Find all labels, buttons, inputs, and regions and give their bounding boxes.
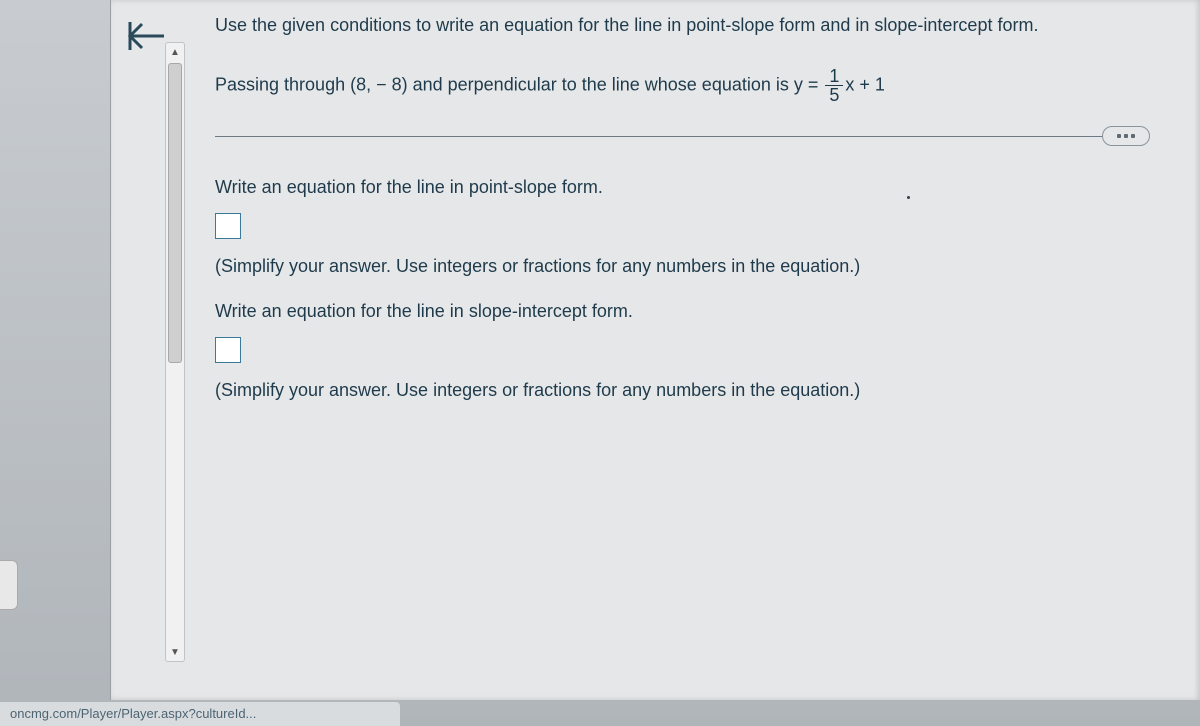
condition-prefix: Passing through (8, − 8) and perpendicul… xyxy=(215,74,823,94)
fraction-numerator: 1 xyxy=(825,67,843,86)
divider-line xyxy=(215,136,1130,137)
fraction-denominator: 5 xyxy=(825,86,843,104)
scroll-up-icon[interactable]: ▲ xyxy=(166,43,184,61)
dust-speck xyxy=(907,196,910,199)
more-options-button[interactable] xyxy=(1102,126,1150,146)
condition-suffix: x + 1 xyxy=(845,74,885,94)
problem-instruction: Use the given conditions to write an equ… xyxy=(215,12,1170,39)
q1-prompt: Write an equation for the line in point-… xyxy=(215,174,1170,201)
desktop-background: ▲ ▼ Use the given conditions to write an… xyxy=(0,0,1200,726)
back-arrow-icon xyxy=(126,20,166,52)
q1-answer-input[interactable] xyxy=(215,213,241,239)
side-tab[interactable] xyxy=(0,560,18,610)
q2-prompt: Write an equation for the line in slope-… xyxy=(215,298,1170,325)
status-url: oncmg.com/Player/Player.aspx?cultureId..… xyxy=(0,702,400,726)
content-area: Use the given conditions to write an equ… xyxy=(197,0,1200,700)
dot-icon xyxy=(1124,134,1128,138)
fraction: 15 xyxy=(825,67,843,104)
q2-hint: (Simplify your answer. Use integers or f… xyxy=(215,377,1170,404)
scroll-down-icon[interactable]: ▼ xyxy=(166,643,184,661)
problem-condition: Passing through (8, − 8) and perpendicul… xyxy=(215,67,1170,104)
scrollbar[interactable]: ▲ ▼ xyxy=(165,42,185,662)
scroll-thumb[interactable] xyxy=(168,63,182,363)
divider-row xyxy=(215,124,1170,148)
back-button[interactable] xyxy=(124,18,168,54)
q1-hint: (Simplify your answer. Use integers or f… xyxy=(215,253,1170,280)
q2-answer-input[interactable] xyxy=(215,337,241,363)
question-panel: ▲ ▼ Use the given conditions to write an… xyxy=(110,0,1200,700)
dot-icon xyxy=(1117,134,1121,138)
dot-icon xyxy=(1131,134,1135,138)
